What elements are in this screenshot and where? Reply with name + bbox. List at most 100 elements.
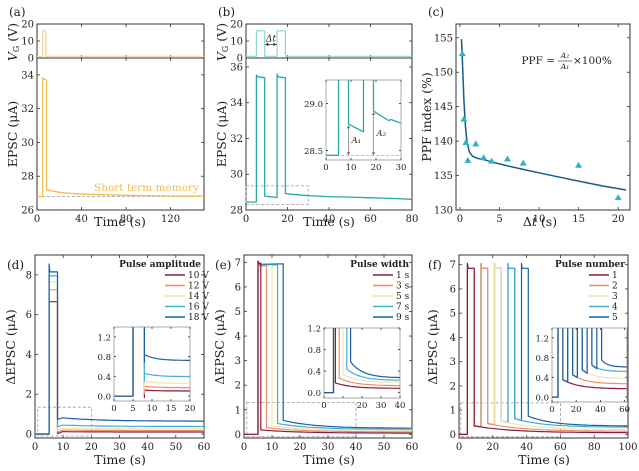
y-tick-label: 0.0 <box>97 393 111 403</box>
zoom-box <box>246 401 357 438</box>
x-tick-label: 40 <box>520 442 533 453</box>
inset-background <box>324 328 400 398</box>
inset-series-line <box>114 327 190 397</box>
y-tick-label: 30 <box>230 170 243 181</box>
data-point-triangle <box>614 194 622 201</box>
x-tick-label: 40 <box>323 214 336 225</box>
series-line-7s <box>244 260 412 435</box>
panel-c: 0 5 10 15 20 130 135 140 145 150 155 PPF = A₂ A₁ ×100%… <box>419 5 631 229</box>
x-tick-label: 20 <box>85 442 98 453</box>
y-tick-label: 34 <box>21 70 34 81</box>
y-tick-label: 140 <box>434 137 453 148</box>
legend-label: 1 s <box>396 271 410 281</box>
delta-t-label: Δt <box>265 34 276 44</box>
panel-label-a: (a) <box>9 5 26 19</box>
y-tick-label: 0.4 <box>307 368 321 378</box>
series-line-14V <box>35 280 204 435</box>
x-axis-label-time: Time (s) <box>303 452 355 467</box>
short-term-memory-label: Short term memory <box>94 182 199 194</box>
x-tick-label: 50 <box>169 442 182 453</box>
x-tick-label: 80 <box>120 214 133 225</box>
x-tick-label: 0 <box>34 214 40 225</box>
inset-series-line <box>552 328 627 398</box>
y-tick-label: 3 <box>450 357 456 368</box>
data-point-triangle <box>460 115 468 122</box>
y-tick-label: 4 <box>26 350 32 361</box>
y-tick-label: 2 <box>26 390 32 401</box>
formula-denominator: A₁ <box>560 62 569 71</box>
inset-series-line <box>324 328 400 394</box>
vg-pulse-line <box>246 30 412 57</box>
y-tick-label: 28.5 <box>304 147 323 157</box>
y-axis-label-depsc: ΔEPSC (μA) <box>212 309 227 385</box>
y-tick-label: 0 <box>450 430 456 441</box>
x-tick-label: 20 <box>371 163 382 173</box>
inset-series-line <box>114 327 190 397</box>
x-tick-label: 15 <box>166 404 177 414</box>
x-tick-label: 60 <box>554 442 567 453</box>
inset-series-line <box>114 327 190 397</box>
legend-label: 4 <box>612 303 618 313</box>
arrow-head <box>265 42 269 47</box>
arrow-head <box>346 125 351 129</box>
y-tick-label: 5 <box>235 307 241 318</box>
inset-b: 0 10 20 30 28.5 29.0 A₁ A₂ <box>304 79 407 173</box>
y-tick-label: 0 <box>28 54 34 65</box>
data-point-triangle <box>458 50 466 57</box>
inset-series-line <box>324 328 400 394</box>
inset-series-line <box>552 328 627 398</box>
y-tick-label: 32 <box>230 134 243 145</box>
arrow-head <box>346 152 351 156</box>
dt-unit: (s) <box>537 214 557 229</box>
y-tick-label: 4 <box>235 332 241 343</box>
x-axis-label-time: Time (s) <box>94 214 146 229</box>
x-tick-label: 60 <box>364 214 377 225</box>
x-tick-label: 20 <box>294 442 307 453</box>
series-line-9s <box>244 260 412 435</box>
x-tick-label: 10 <box>533 214 546 225</box>
amplitude-label-2: A₂ <box>376 129 387 139</box>
y-tick-label: 0.8 <box>97 353 111 363</box>
y-tick-label: 0 <box>26 430 32 441</box>
x-tick-label: 100 <box>618 442 637 453</box>
x-tick-label: 20 <box>357 401 368 411</box>
legend-label: 12 V <box>188 282 209 292</box>
x-tick-label: 20 <box>612 214 625 225</box>
series-line-16V <box>35 274 204 435</box>
series-line-5s <box>244 260 412 435</box>
x-axis-label-time: Time (s) <box>518 452 570 467</box>
x-tick-label: 60 <box>198 442 211 453</box>
y-tick-label: 1 <box>450 406 456 417</box>
x-tick-label: 60 <box>619 405 630 415</box>
legend-label: 14 V <box>188 292 209 302</box>
x-tick-label: 10 <box>346 163 357 173</box>
series-line-1s <box>244 260 412 435</box>
y-tick-label: 10 <box>230 37 243 48</box>
x-tick-label: 0 <box>457 214 463 225</box>
x-tick-label: 0 <box>111 404 116 414</box>
y-tick-label: 145 <box>434 102 453 113</box>
y-tick-label: 34 <box>230 98 243 109</box>
y-tick-label: 28 <box>21 172 34 183</box>
data-point-triangle <box>519 159 527 166</box>
amplitude-label-1: A₁ <box>351 136 362 146</box>
y-axis-label-epsc: EPSC (μA) <box>5 101 20 168</box>
inset-series-line <box>114 327 190 397</box>
y-tick-label: 32 <box>21 104 34 115</box>
y-tick-label: 30 <box>21 138 34 149</box>
arrow-head <box>371 152 376 156</box>
ppf-formula: PPF = A₂ A₁ ×100% <box>521 51 611 71</box>
y-tick-label: 6 <box>235 282 241 293</box>
inset-background <box>552 328 627 402</box>
y-tick-label: 4 <box>450 333 456 344</box>
epsc-line <box>37 76 205 198</box>
x-tick-label: 40 <box>141 442 154 453</box>
inset-series-line <box>114 327 190 399</box>
data-point-triangle <box>462 138 470 145</box>
x-tick-label: 20 <box>185 404 196 414</box>
x-tick-label: 30 <box>396 163 407 173</box>
x-tick-label: 40 <box>395 401 406 411</box>
vg-unit: (V) <box>5 23 20 46</box>
x-tick-label: 0 <box>243 214 249 225</box>
vg-symbol: V <box>5 50 20 61</box>
